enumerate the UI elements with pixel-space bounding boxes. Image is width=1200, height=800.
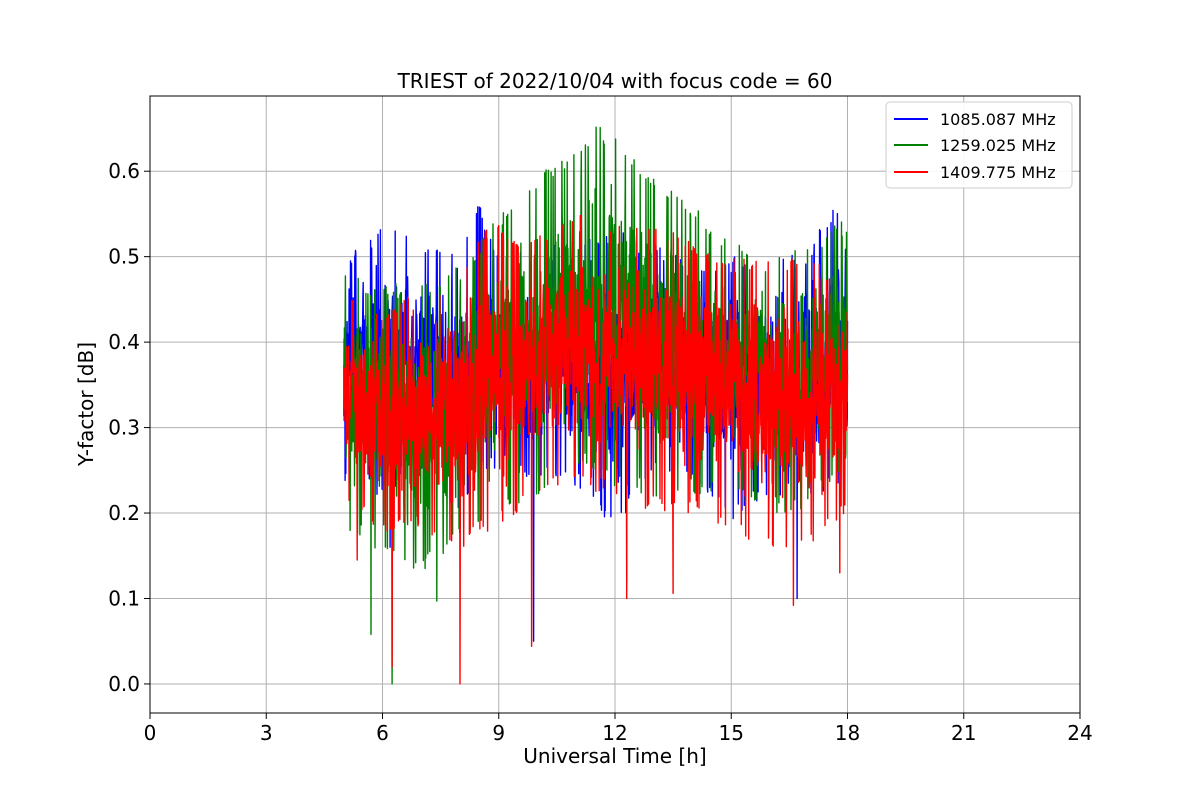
y-axis-label: Y-factor [dB] [74, 342, 98, 467]
y-tick-label: 0.6 [108, 159, 140, 183]
y-tick-label: 0.3 [108, 416, 140, 440]
x-tick-label: 15 [719, 721, 744, 745]
series-1409-line [343, 214, 849, 685]
legend-box [885, 101, 1073, 189]
x-tick-label: 9 [492, 721, 505, 745]
y-tick-label: 0.0 [108, 672, 140, 696]
x-axis-label: Universal Time [h] [523, 744, 706, 768]
y-tick-label: 0.5 [108, 245, 140, 269]
legend-label-1259: 1259.025 MHz [940, 136, 1056, 155]
x-axis: 0 3 6 9 12 15 18 21 24 [144, 713, 1093, 745]
legend: 1085.087 MHz 1259.025 MHz 1409.775 MHz [885, 101, 1073, 189]
x-tick-label: 24 [1067, 721, 1092, 745]
x-tick-label: 0 [144, 721, 157, 745]
legend-label-1085: 1085.087 MHz [940, 110, 1056, 129]
y-tick-label: 0.1 [108, 586, 140, 610]
x-tick-label: 21 [951, 721, 976, 745]
x-tick-label: 3 [260, 721, 273, 745]
series-layer [343, 126, 849, 685]
y-tick-label: 0.4 [108, 330, 140, 354]
y-tick-label: 0.2 [108, 501, 140, 525]
y-axis: 0.0 0.1 0.2 0.3 0.4 0.5 0.6 [108, 159, 150, 696]
x-tick-label: 18 [835, 721, 860, 745]
legend-label-1409: 1409.775 MHz [940, 163, 1056, 182]
chart-title: TRIEST of 2022/10/04 with focus code = 6… [397, 69, 833, 93]
x-tick-label: 6 [376, 721, 389, 745]
x-tick-label: 12 [602, 721, 627, 745]
